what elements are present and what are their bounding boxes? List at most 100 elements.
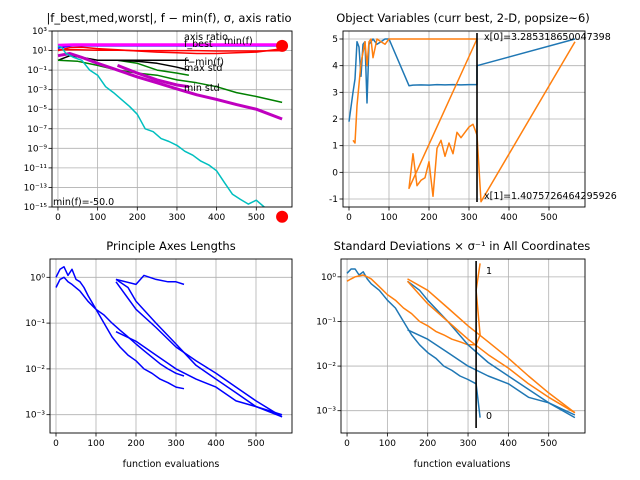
series-line-0 bbox=[346, 268, 481, 418]
y-tick-label: 10⁻¹ bbox=[25, 319, 45, 329]
y-tick-label: 10⁻¹³ bbox=[24, 183, 48, 193]
plot-area bbox=[346, 261, 576, 428]
x-tick-label: 400 bbox=[500, 439, 517, 449]
annotation-min-f: min(f) bbox=[224, 36, 253, 47]
series-line-1 bbox=[346, 263, 481, 346]
x-tick-label: 200 bbox=[129, 213, 146, 223]
annotation-min-f-value: min(f)=-50.0 bbox=[53, 197, 114, 208]
plot-area bbox=[55, 266, 283, 418]
y-tick-label: 10⁻² bbox=[25, 365, 45, 375]
series-line-3 bbox=[57, 43, 283, 47]
x-tick-label: 300 bbox=[460, 213, 477, 223]
x-tick-label: 100 bbox=[380, 213, 397, 223]
y-tick-label: 10³ bbox=[32, 27, 47, 37]
y-tick-label: 5 bbox=[332, 35, 338, 45]
x-tick-label: 400 bbox=[208, 213, 225, 223]
x-tick-label: 100 bbox=[379, 439, 396, 449]
y-tick-label: 10⁻⁹ bbox=[27, 144, 47, 154]
series-line-0 bbox=[55, 266, 185, 390]
annotation-f-minus-min-f: f−min(f) bbox=[184, 57, 224, 68]
y-tick-label: 3 bbox=[332, 88, 338, 98]
series-line-3 bbox=[407, 280, 576, 419]
panel-object-variables: Object Variables (curr best, 2-D, popsiz… bbox=[329, 11, 617, 223]
y-tick-label: 2 bbox=[332, 115, 338, 125]
y-tick-label: 10¹ bbox=[32, 47, 47, 57]
y-tick-label: 4 bbox=[332, 62, 338, 72]
y-tick-label: 10⁻³ bbox=[316, 407, 336, 417]
panel-principal-axes: Principle Axes Lengths function evaluati… bbox=[25, 239, 293, 470]
series-line-2 bbox=[58, 49, 283, 52]
panel-standard-deviations-title: Standard Deviations × σ⁻¹ in All Coordin… bbox=[334, 239, 591, 253]
axes-frame bbox=[51, 30, 293, 208]
panel-standard-deviations-xlabel: function evaluations bbox=[414, 459, 511, 470]
series-line-1 bbox=[55, 276, 185, 377]
y-tick-label: 10⁻² bbox=[316, 362, 336, 372]
annotation-axis-ratio: axis ratio bbox=[184, 32, 228, 43]
x-tick-label: 300 bbox=[459, 439, 476, 449]
y-tick-label: 10⁻⁵ bbox=[27, 105, 47, 115]
x-tick-label: 300 bbox=[167, 439, 184, 449]
series-line-1 bbox=[352, 38, 576, 203]
series-line-4 bbox=[115, 331, 283, 416]
axes-frame bbox=[49, 258, 293, 434]
axes-frame bbox=[342, 30, 586, 208]
panel-object-variables-title: Object Variables (curr best, 2-D, popsiz… bbox=[336, 11, 590, 25]
x-tick-label: 200 bbox=[420, 213, 437, 223]
series-line-2 bbox=[407, 329, 576, 416]
y-tick-label: 10⁻¹ bbox=[316, 317, 336, 327]
x-tick-label: 0 bbox=[53, 439, 59, 449]
x-tick-label: 100 bbox=[87, 439, 104, 449]
x-tick-label: 200 bbox=[127, 439, 144, 449]
annotation-x1: x[1]=1.4075726464295926 bbox=[484, 191, 617, 202]
series-line-10 bbox=[57, 45, 266, 207]
y-tick-label: 10⁰ bbox=[321, 273, 336, 283]
y-tick-label: 10⁻⁷ bbox=[27, 125, 47, 135]
plot-area bbox=[348, 33, 576, 203]
series-line-5 bbox=[406, 280, 576, 414]
x-tick-label: 400 bbox=[500, 213, 517, 223]
x-tick-label: 500 bbox=[247, 439, 264, 449]
panel-principal-axes-xlabel: function evaluations bbox=[123, 459, 220, 470]
annotation-x0: x[0]=3.285318650047398 bbox=[484, 32, 611, 43]
plot-area bbox=[57, 43, 283, 207]
y-tick-label: 10⁻¹⁵ bbox=[24, 203, 48, 213]
x-tick-label: 500 bbox=[540, 439, 557, 449]
x-tick-label: 0 bbox=[55, 213, 61, 223]
x-tick-label: 500 bbox=[248, 213, 265, 223]
y-tick-label: 10⁻¹¹ bbox=[24, 164, 48, 174]
series-line-2 bbox=[115, 274, 185, 286]
series-line-8 bbox=[57, 52, 283, 121]
series-line-1 bbox=[57, 46, 283, 55]
y-tick-label: 10⁻³ bbox=[27, 86, 47, 96]
y-tick-label: 10⁻¹ bbox=[27, 66, 47, 76]
end-marker bbox=[276, 39, 289, 52]
y-tick-label: 10⁻³ bbox=[25, 411, 45, 421]
x-tick-label: 500 bbox=[540, 213, 557, 223]
series-line-5 bbox=[57, 59, 283, 104]
annotation-max-std: max std bbox=[184, 63, 222, 74]
end-marker bbox=[276, 210, 289, 223]
y-tick-label: 1 bbox=[332, 142, 338, 152]
x-tick-label: 0 bbox=[344, 439, 350, 449]
series-line-0 bbox=[348, 38, 576, 122]
y-tick-label: 0 bbox=[332, 168, 338, 178]
y-tick-label: -1 bbox=[329, 195, 338, 205]
x-tick-label: 100 bbox=[89, 213, 106, 223]
series-line-9 bbox=[116, 64, 190, 89]
annotation-coord-1: 1 bbox=[486, 266, 492, 277]
annotation-f-best: f_best bbox=[184, 39, 213, 50]
panel-fitness: |f_best,med,worst|, f − min(f), σ, axis … bbox=[24, 11, 293, 223]
series-line-7 bbox=[117, 59, 190, 71]
panel-principal-axes-title: Principle Axes Lengths bbox=[106, 239, 235, 253]
series-line-5 bbox=[115, 281, 283, 418]
x-tick-label: 300 bbox=[168, 213, 185, 223]
x-tick-label: 400 bbox=[207, 439, 224, 449]
y-tick-label: 10⁰ bbox=[30, 273, 45, 283]
axes-frame bbox=[340, 258, 586, 434]
x-tick-label: 0 bbox=[346, 213, 352, 223]
panel-standard-deviations: Standard Deviations × σ⁻¹ in All Coordin… bbox=[316, 239, 590, 470]
annotation-coord-0: 0 bbox=[486, 411, 492, 422]
panel-fitness-title: |f_best,med,worst|, f − min(f), σ, axis … bbox=[46, 11, 291, 25]
x-tick-label: 200 bbox=[419, 439, 436, 449]
